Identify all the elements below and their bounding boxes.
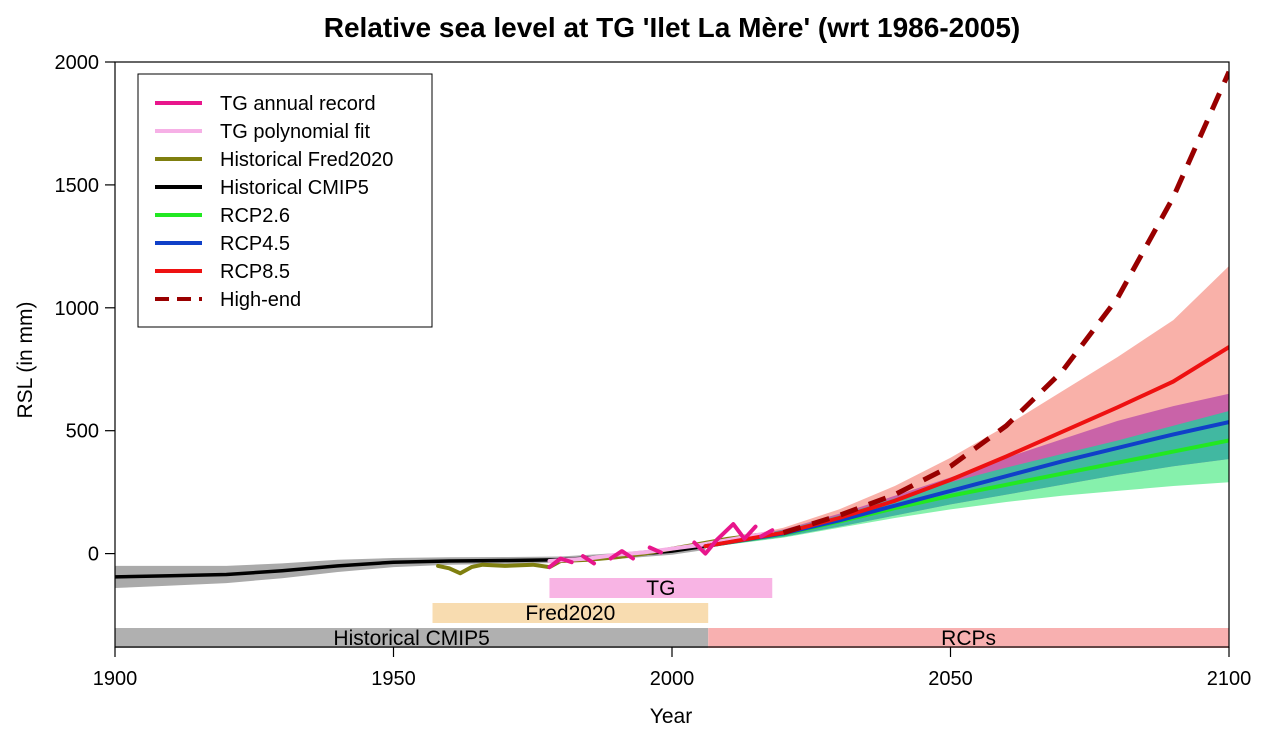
period-label-rcps: RCPs <box>941 627 996 650</box>
y-tick-label-500: 500 <box>66 421 99 443</box>
legend-label-tg-polynomial-fit: TG polynomial fit <box>220 121 370 143</box>
line-tg-annual-record-1 <box>580 554 596 566</box>
series-lines <box>115 70 1229 579</box>
y-tick-label-0: 0 <box>88 544 99 566</box>
band-overlap-rcp26-rcp45 <box>705 411 1229 548</box>
legend-label-rcp2-6: RCP2.6 <box>220 205 290 227</box>
line-tg-annual-record-4 <box>692 522 758 556</box>
x-tick-label-1900: 1900 <box>93 668 138 690</box>
chart-title: Relative sea level at TG 'Ilet La Mère' … <box>324 12 1021 43</box>
line-tg-annual-record-0 <box>547 556 574 570</box>
x-tick-label-2000: 2000 <box>650 668 695 690</box>
period-label-tg: TG <box>646 577 675 600</box>
legend-label-rcp4-5: RCP4.5 <box>220 233 290 255</box>
x-tick-label-1950: 1950 <box>371 668 416 690</box>
legend-label-historical-cmip5: Historical CMIP5 <box>220 177 369 199</box>
x-axis-label: Year <box>650 705 692 728</box>
period-bar-rcps <box>708 628 1229 648</box>
band-rcp4-5 <box>705 393 1229 548</box>
period-bar-historical-cmip5 <box>115 628 709 648</box>
band-historical-cmip5 <box>115 542 706 588</box>
legend-box <box>137 73 433 328</box>
y-tick-label-2000: 2000 <box>55 52 100 74</box>
line-tg-annual-record-5 <box>759 528 775 539</box>
y-tick-label-1500: 1500 <box>55 175 100 197</box>
legend: TG annual record TG polynomial fit Histori… <box>137 73 433 328</box>
line-tg-annual-record-2 <box>608 549 635 561</box>
axes: 1900 1950 2000 2050 2100 0 500 1000 1500 2000 <box>55 52 1252 690</box>
x-tick-label-2050: 2050 <box>928 668 973 690</box>
line-high-end <box>782 70 1229 536</box>
legend-label-tg-annual-record: TG annual record <box>220 93 376 115</box>
x-tick-label-2100: 2100 <box>1207 668 1252 690</box>
y-axis-label: RSL (in mm) <box>14 301 37 418</box>
period-label-historical-cmip5: Historical CMIP5 <box>333 627 489 650</box>
line-rcp8-5 <box>703 345 1229 549</box>
period-bars: TG Fred2020 Historical CMIP5 RCPs <box>115 577 1229 650</box>
period-label-fred2020: Fred2020 <box>525 602 615 625</box>
y-tick-label-1000: 1000 <box>55 298 100 320</box>
legend-label-rcp8-5: RCP8.5 <box>220 261 290 283</box>
period-bar-tg <box>549 578 773 598</box>
period-bar-fred2020 <box>432 603 709 623</box>
legend-label-historical-fred2020: Historical Fred2020 <box>220 149 393 171</box>
legend-label-high-end: High-end <box>220 289 301 311</box>
line-tg-annual-record-3 <box>647 545 663 555</box>
